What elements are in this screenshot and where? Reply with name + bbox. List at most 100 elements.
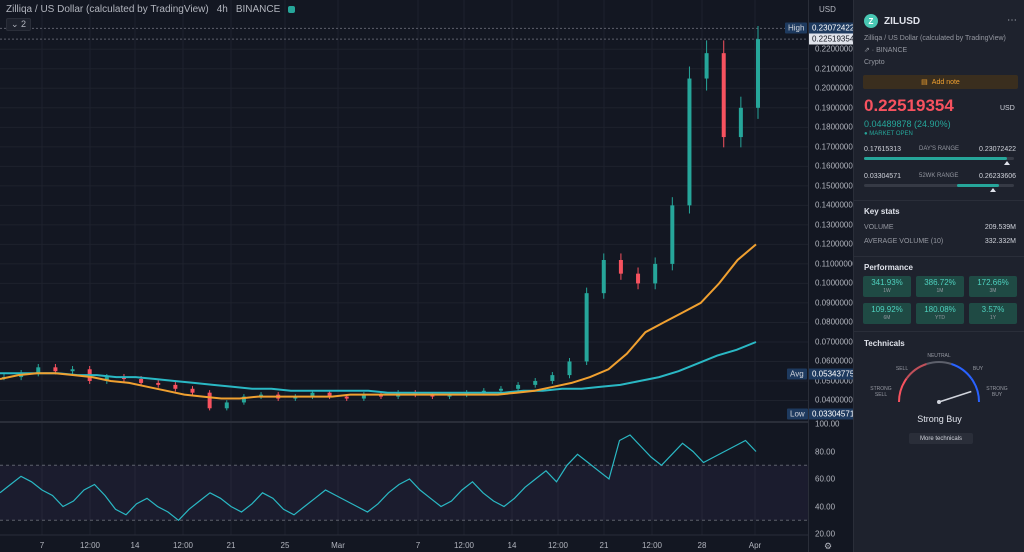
volume-value: 209.539M: [984, 224, 1016, 231]
price-tick-label: 0.17000000: [815, 142, 858, 152]
time-tick-label: Apr: [748, 541, 762, 550]
interval-label[interactable]: 4h: [216, 4, 228, 15]
performance-period: 1M: [936, 288, 944, 294]
price-tick-label: 0.19000000: [815, 103, 858, 113]
performance-period: YTD: [935, 315, 945, 321]
day-range-high: 0.23072422: [979, 146, 1016, 153]
time-tick-label: 12:00: [79, 541, 101, 550]
gauge-neutral-label: NEUTRAL: [927, 353, 951, 359]
candle-body: [379, 394, 383, 397]
rsi-tick-label: 20.00: [815, 529, 836, 539]
52wk-range-high: 0.26233606: [979, 173, 1016, 180]
avg-value: 0.05343775: [809, 368, 858, 380]
price-tick-label: 0.04000000: [815, 395, 858, 405]
candle-body: [36, 367, 41, 374]
day-range-low: 0.17615313: [864, 146, 901, 153]
performance-cell-ytd[interactable]: 180.08% YTD: [916, 303, 964, 324]
divider: [854, 331, 1024, 332]
performance-value: 180.08%: [924, 305, 956, 314]
ma-fast-line: [0, 243, 757, 400]
gear-icon[interactable]: ⚙: [824, 541, 833, 551]
indicators-collapse-button[interactable]: ⌄ 2: [6, 18, 32, 31]
candle-body: [653, 263, 658, 284]
add-note-button[interactable]: ▤ Add note: [863, 75, 1018, 89]
symbol-details-panel: Z ZILUSD ⋯ Zilliqa / US Dollar (calculat…: [853, 0, 1024, 552]
candle-body: [104, 377, 109, 381]
avg-tag: Avg: [787, 368, 807, 380]
gauge-buy-label: BUY: [972, 366, 984, 372]
price-tick-label: 0.06000000: [815, 356, 858, 366]
price-chart[interactable]: Zilliqa / US Dollar (calculated by Tradi…: [0, 0, 858, 552]
day-range-fill: [864, 157, 1007, 160]
more-options-icon[interactable]: ⋯: [1007, 15, 1017, 26]
price-tick-label: 0.16000000: [815, 161, 858, 171]
time-tick-label: 28: [697, 541, 707, 550]
price-tick-label: 0.20000000: [815, 83, 858, 93]
candle-body: [310, 392, 315, 397]
avg-volume-label: AVERAGE VOLUME (10): [864, 238, 944, 245]
day-range-label: DAY'S RANGE: [919, 146, 960, 152]
time-tick-label: 21: [599, 541, 609, 550]
performance-value: 386.72%: [924, 278, 956, 287]
performance-cell-6m[interactable]: 109.92% 6M: [863, 303, 911, 324]
performance-period: 1W: [883, 288, 891, 294]
performance-cell-3m[interactable]: 172.66% 3M: [969, 276, 1017, 297]
candle-body: [738, 107, 743, 138]
high-value: 0.23072422: [809, 22, 858, 34]
candle-body: [173, 384, 178, 389]
market-status-dot: [288, 6, 296, 13]
performance-period: 3M: [989, 288, 997, 294]
chart-canvas[interactable]: [0, 0, 808, 552]
candle-body: [70, 369, 75, 372]
gauge-segment: [926, 361, 952, 365]
low-tag: Low: [787, 408, 808, 420]
price-tick-label: 0.14000000: [815, 200, 858, 210]
candle-body: [156, 382, 161, 385]
note-icon: ▤: [921, 79, 928, 86]
candle-body: [670, 205, 675, 264]
performance-cell-1m[interactable]: 386.72% 1M: [916, 276, 964, 297]
currency-label[interactable]: USD: [819, 5, 836, 14]
price-tick-label: 0.22000000: [815, 44, 858, 54]
divider: [854, 200, 1024, 201]
gauge-segment: [897, 377, 908, 403]
day-range: 0.17615313 DAY'S RANGE 0.23072422: [864, 146, 1016, 153]
time-tick-label: 14: [507, 541, 517, 550]
52wk-range: 0.03304571 52WK RANGE 0.26233606: [864, 173, 1016, 180]
price-tick-label: 0.18000000: [815, 122, 858, 132]
performance-cell-1y[interactable]: 3.57% 1Y: [969, 303, 1017, 324]
price-currency: USD: [1000, 105, 1015, 112]
price-tick-label: 0.05000000: [815, 376, 858, 386]
price-axis[interactable]: USD 0.22000000 0.21000000 0.20000000 0.1900…: [785, 0, 858, 552]
symbol-full-name: Zilliqa / US Dollar (calculated by Tradi…: [864, 35, 1006, 42]
exchange-link[interactable]: ⇗ · BINANCE: [864, 47, 908, 54]
rsi-tick-label: 60.00: [815, 474, 836, 484]
time-tick-label: 12:00: [547, 541, 569, 550]
price-tick-label: 0.21000000: [815, 64, 858, 74]
divider: [854, 256, 1024, 257]
day-range-bar: [864, 157, 1014, 160]
time-tick-label: 12:00: [641, 541, 663, 550]
rsi-tick-label: 80.00: [815, 447, 836, 456]
candle-body: [636, 273, 641, 284]
avg-volume-row: AVERAGE VOLUME (10) 332.332M: [864, 238, 1016, 245]
symbol-name[interactable]: ZILUSD: [884, 15, 921, 27]
candle-body: [224, 402, 229, 409]
technicals-rating: Strong Buy: [917, 414, 962, 424]
more-technicals-button[interactable]: More technicals: [909, 433, 973, 444]
candle-body: [344, 396, 349, 399]
price-tick-label: 0.08000000: [815, 317, 858, 327]
52wk-range-low: 0.03304571: [864, 173, 901, 180]
gauge-segment: [951, 363, 973, 380]
performance-cell-1w[interactable]: 341.93% 1W: [863, 276, 911, 297]
key-stats-title: Key stats: [864, 207, 900, 216]
symbol-header[interactable]: Z ZILUSD: [864, 14, 920, 28]
ma-slow-line: [0, 341, 757, 394]
technicals-gauge[interactable]: [889, 352, 989, 410]
candle-body: [139, 379, 144, 383]
candle-body: [430, 394, 435, 397]
time-tick-label: 25: [280, 541, 290, 550]
price-tick-label: 0.11000000: [815, 259, 857, 269]
candle-body: [53, 367, 58, 372]
gauge-strong-buy-label: STRONG BUY: [986, 386, 1008, 398]
